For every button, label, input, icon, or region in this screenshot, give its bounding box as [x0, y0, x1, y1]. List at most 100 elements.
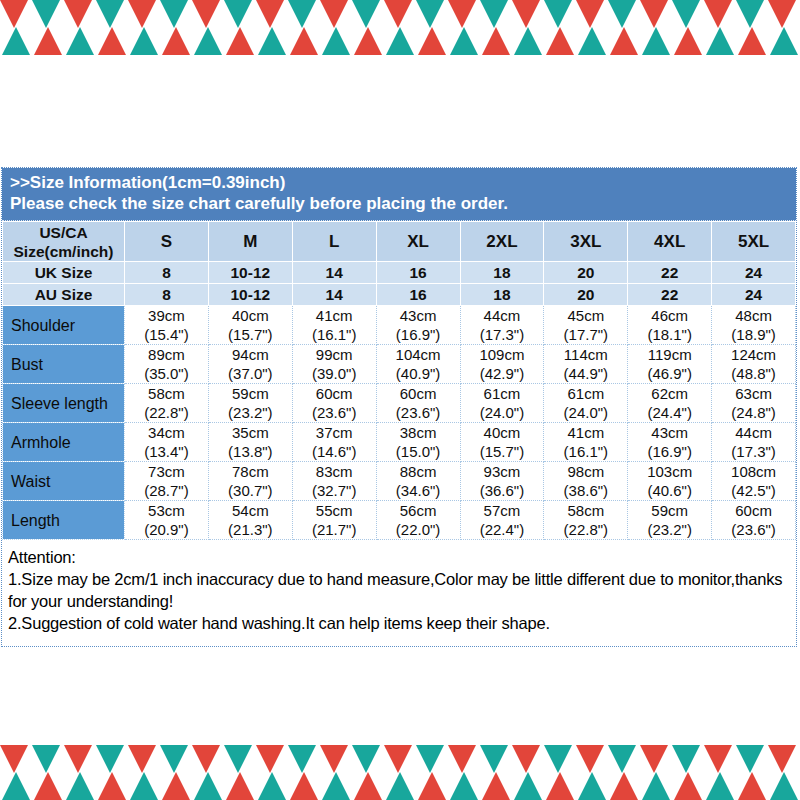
measurement-cell: 124cm(48.8")	[712, 345, 796, 384]
measurement-cm: 37cm	[293, 423, 376, 442]
measurement-inch: (17.3")	[461, 325, 544, 344]
measurement-cell: 40cm(15.7")	[208, 306, 292, 345]
measurement-inch: (17.7")	[544, 325, 627, 344]
size-row-label: UK Size	[3, 262, 125, 284]
measurement-cm: 41cm	[544, 423, 627, 442]
size-row-label: AU Size	[3, 284, 125, 306]
size-table: US/CASize(cm/inch)SMLXL2XL3XL4XL5XLUK Si…	[2, 221, 796, 540]
measurement-cm: 103cm	[628, 462, 711, 481]
corner-header-cell: US/CASize(cm/inch)	[3, 222, 125, 262]
measurement-cm: 55cm	[293, 501, 376, 520]
measurement-cell: 89cm(35.0")	[125, 345, 209, 384]
measurement-cell: 43cm(16.9")	[376, 306, 460, 345]
measurement-inch: (16.9")	[377, 325, 460, 344]
measurement-cm: 43cm	[377, 306, 460, 325]
size-value-cell: 18	[460, 284, 544, 306]
measurement-cm: 89cm	[125, 345, 208, 364]
measurement-cell: 38cm(15.0")	[376, 423, 460, 462]
measurement-cell: 61cm(24.0")	[544, 384, 628, 423]
measurement-cm: 114cm	[544, 345, 627, 364]
measurement-cell: 60cm(23.6")	[292, 384, 376, 423]
measurement-cell: 54cm(21.3")	[208, 501, 292, 540]
measurement-cm: 45cm	[544, 306, 627, 325]
measurement-cm: 44cm	[461, 306, 544, 325]
measurement-cell: 41cm(16.1")	[292, 306, 376, 345]
measurement-inch: (44.9")	[544, 364, 627, 383]
measurement-cm: 83cm	[293, 462, 376, 481]
measurement-cell: 62cm(24.4")	[628, 384, 712, 423]
corner-header-line: US/CA	[3, 223, 124, 242]
size-value-cell: 10-12	[208, 262, 292, 284]
measurement-cell: 78cm(30.7")	[208, 462, 292, 501]
measurement-cell: 108cm(42.5")	[712, 462, 796, 501]
measurement-cell: 114cm(44.9")	[544, 345, 628, 384]
measurement-inch: (24.0")	[544, 403, 627, 422]
banner-subtitle: Please check the size chart carefully be…	[10, 193, 788, 214]
size-column-header: S	[125, 222, 209, 262]
measurement-cell: 35cm(13.8")	[208, 423, 292, 462]
measurement-inch: (38.6")	[544, 481, 627, 500]
corner-header-line: Size(cm/inch)	[3, 242, 124, 261]
measurement-cell: 56cm(22.0")	[376, 501, 460, 540]
measurement-inch: (20.9")	[125, 520, 208, 539]
measurement-cm: 93cm	[461, 462, 544, 481]
measurement-cm: 41cm	[293, 306, 376, 325]
measurement-inch: (42.9")	[461, 364, 544, 383]
size-column-header: L	[292, 222, 376, 262]
measurement-cm: 109cm	[461, 345, 544, 364]
measurement-cm: 44cm	[712, 423, 795, 442]
measurement-cell: 58cm(22.8")	[544, 501, 628, 540]
measurement-cell: 59cm(23.2")	[628, 501, 712, 540]
measurement-cm: 61cm	[544, 384, 627, 403]
measurement-inch: (40.6")	[628, 481, 711, 500]
measurement-cell: 57cm(22.4")	[460, 501, 544, 540]
measurement-inch: (17.3")	[712, 442, 795, 461]
measurement-cm: 124cm	[712, 345, 795, 364]
measurement-inch: (13.8")	[209, 442, 292, 461]
measurement-row-label: Waist	[3, 462, 125, 501]
size-value-cell: 22	[628, 262, 712, 284]
size-column-header: XL	[376, 222, 460, 262]
measurement-cm: 54cm	[209, 501, 292, 520]
bunting-pattern-top-svg	[0, 0, 800, 55]
size-value-cell: 16	[376, 262, 460, 284]
measurement-inch: (24.8")	[712, 403, 795, 422]
measurement-cm: 62cm	[628, 384, 711, 403]
measurement-inch: (30.7")	[209, 481, 292, 500]
measurement-cm: 43cm	[628, 423, 711, 442]
measurement-inch: (13.4")	[125, 442, 208, 461]
measurement-cm: 73cm	[125, 462, 208, 481]
measurement-inch: (39.0")	[293, 364, 376, 383]
size-column-header: 2XL	[460, 222, 544, 262]
measurement-cm: 119cm	[628, 345, 711, 364]
measurement-inch: (35.0")	[125, 364, 208, 383]
attention-line: 2.Suggestion of cold water hand washing.…	[8, 612, 788, 634]
measurement-inch: (16.1")	[293, 325, 376, 344]
measurement-cell: 60cm(23.6")	[376, 384, 460, 423]
measurement-inch: (28.7")	[125, 481, 208, 500]
measurement-cm: 40cm	[461, 423, 544, 442]
measurement-cell: 61cm(24.0")	[460, 384, 544, 423]
measurement-inch: (22.8")	[544, 520, 627, 539]
measurement-row-label: Sleeve length	[3, 384, 125, 423]
measurement-cm: 53cm	[125, 501, 208, 520]
measurement-cell: 119cm(46.9")	[628, 345, 712, 384]
measurement-cell: 44cm(17.3")	[712, 423, 796, 462]
size-value-cell: 10-12	[208, 284, 292, 306]
measurement-inch: (15.7")	[209, 325, 292, 344]
measurement-cm: 60cm	[293, 384, 376, 403]
measurement-cell: 34cm(13.4")	[125, 423, 209, 462]
measurement-cm: 58cm	[544, 501, 627, 520]
size-value-cell: 14	[292, 284, 376, 306]
measurement-cm: 34cm	[125, 423, 208, 442]
measurement-inch: (16.9")	[628, 442, 711, 461]
size-value-cell: 8	[125, 262, 209, 284]
measurement-cell: 37cm(14.6")	[292, 423, 376, 462]
measurement-cell: 60cm(23.6")	[712, 501, 796, 540]
attention-note: Attention: 1.Size may be 2cm/1 inch inac…	[2, 540, 796, 646]
measurement-inch: (37.0")	[209, 364, 292, 383]
measurement-cm: 48cm	[712, 306, 795, 325]
size-value-cell: 20	[544, 262, 628, 284]
measurement-cm: 108cm	[712, 462, 795, 481]
measurement-cm: 98cm	[544, 462, 627, 481]
